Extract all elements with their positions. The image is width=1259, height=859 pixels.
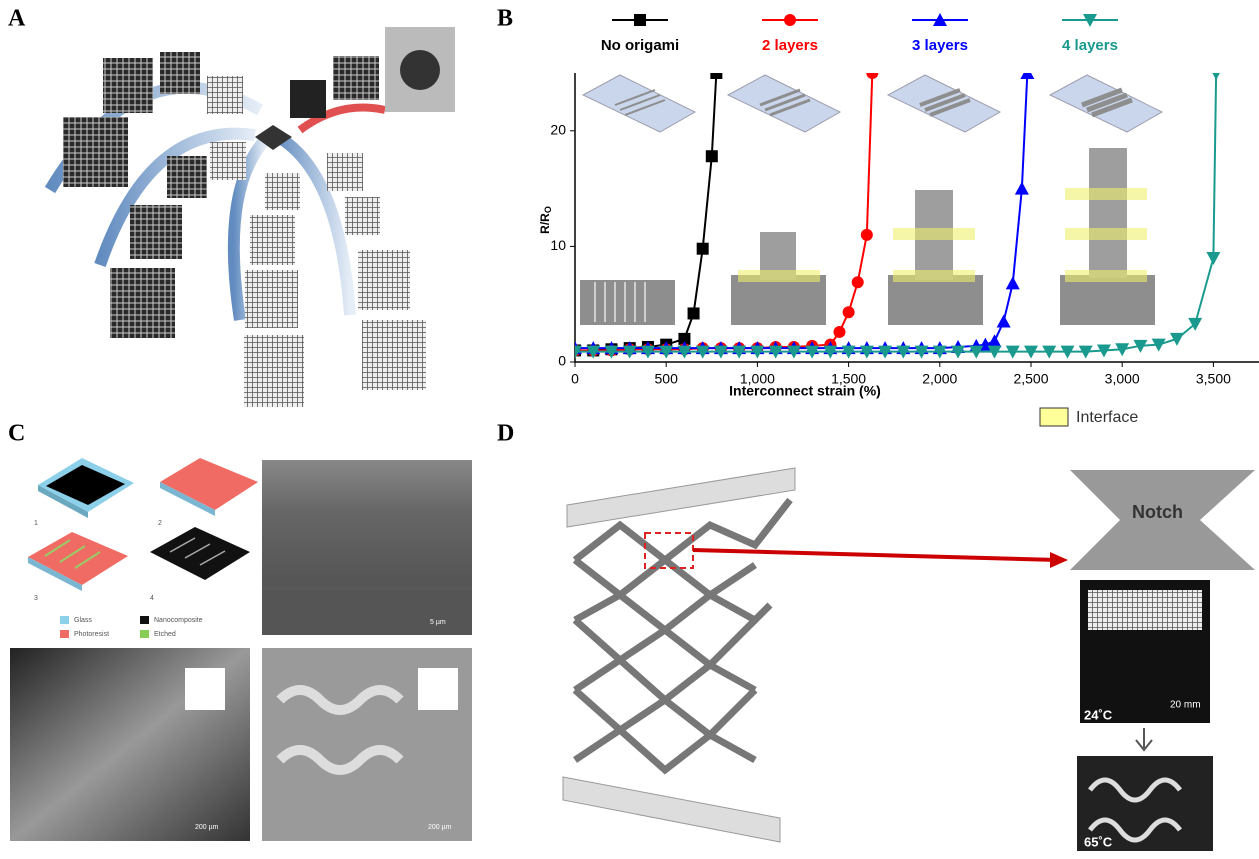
temperature-label: 24˚C [1084, 707, 1113, 722]
y-tick-label: 10 [550, 237, 566, 253]
scale-bar-label: 20 mm [1170, 700, 1201, 711]
data-point [866, 67, 878, 79]
data-point [1170, 333, 1184, 346]
step-number: 4 [150, 595, 154, 602]
panel-label: A [8, 6, 26, 32]
legend-label: Photoresist [74, 631, 109, 638]
legend-label: 3 layers [912, 37, 968, 54]
data-point [1006, 276, 1020, 289]
legend-marker [634, 14, 646, 26]
notch-label: Notch [1132, 502, 1183, 522]
panel-a-image [50, 27, 455, 407]
scale-bar-label: 5 µm [430, 619, 446, 626]
legend-label: 4 layers [1062, 37, 1118, 54]
data-point [697, 243, 709, 255]
scale-bar-label: 200 µm [428, 824, 452, 831]
panel-d-image [563, 468, 1255, 851]
x-tick-label: 500 [655, 371, 679, 387]
legend-marker [784, 14, 796, 26]
panel-label: D [497, 421, 514, 447]
y-axis-label-main: R/R [538, 213, 552, 234]
data-point [688, 307, 700, 319]
scale-bar-label: 200 µm [195, 824, 219, 831]
y-axis-label-sub: O [543, 206, 553, 213]
x-tick-label: 0 [571, 371, 579, 387]
data-point [710, 67, 722, 79]
figure: A B C D 1 2 3 4 Glass Nanocomposite Phot… [0, 0, 1259, 854]
temperature-label: 65˚C [1084, 834, 1113, 849]
data-point [833, 326, 845, 338]
data-point [1206, 252, 1220, 265]
legend-label: Etched [154, 631, 176, 638]
legend-label: 2 layers [762, 37, 818, 54]
y-tick-label: 20 [550, 122, 566, 138]
data-point [843, 306, 855, 318]
data-point [1020, 66, 1034, 79]
legend-label: Glass [74, 617, 92, 624]
data-point [852, 276, 864, 288]
data-point [706, 150, 718, 162]
x-tick-label: 2,000 [922, 371, 957, 387]
legend-label: Nanocomposite [154, 617, 203, 624]
y-axis-label: R/RO [538, 206, 553, 234]
data-point [997, 315, 1011, 328]
interface-swatch [1040, 408, 1068, 426]
data-point [1209, 67, 1223, 80]
panel-label: C [8, 421, 25, 447]
x-tick-label: 1,500 [831, 371, 866, 387]
panel-c-image [10, 458, 472, 841]
x-tick-label: 3,500 [1196, 371, 1231, 387]
data-point [1015, 182, 1029, 195]
legend-label: No origami [601, 37, 679, 54]
panel-label: B [497, 6, 513, 32]
x-tick-label: 3,000 [1105, 371, 1140, 387]
x-tick-label: 2,500 [1013, 371, 1048, 387]
x-tick-label: 1,000 [740, 371, 775, 387]
data-point [988, 334, 1002, 347]
data-point [861, 229, 873, 241]
step-number: 1 [34, 520, 38, 527]
interface-label: Interface [1076, 409, 1138, 426]
y-tick-label: 0 [558, 353, 566, 369]
step-number: 2 [158, 520, 162, 527]
step-number: 3 [34, 595, 38, 602]
